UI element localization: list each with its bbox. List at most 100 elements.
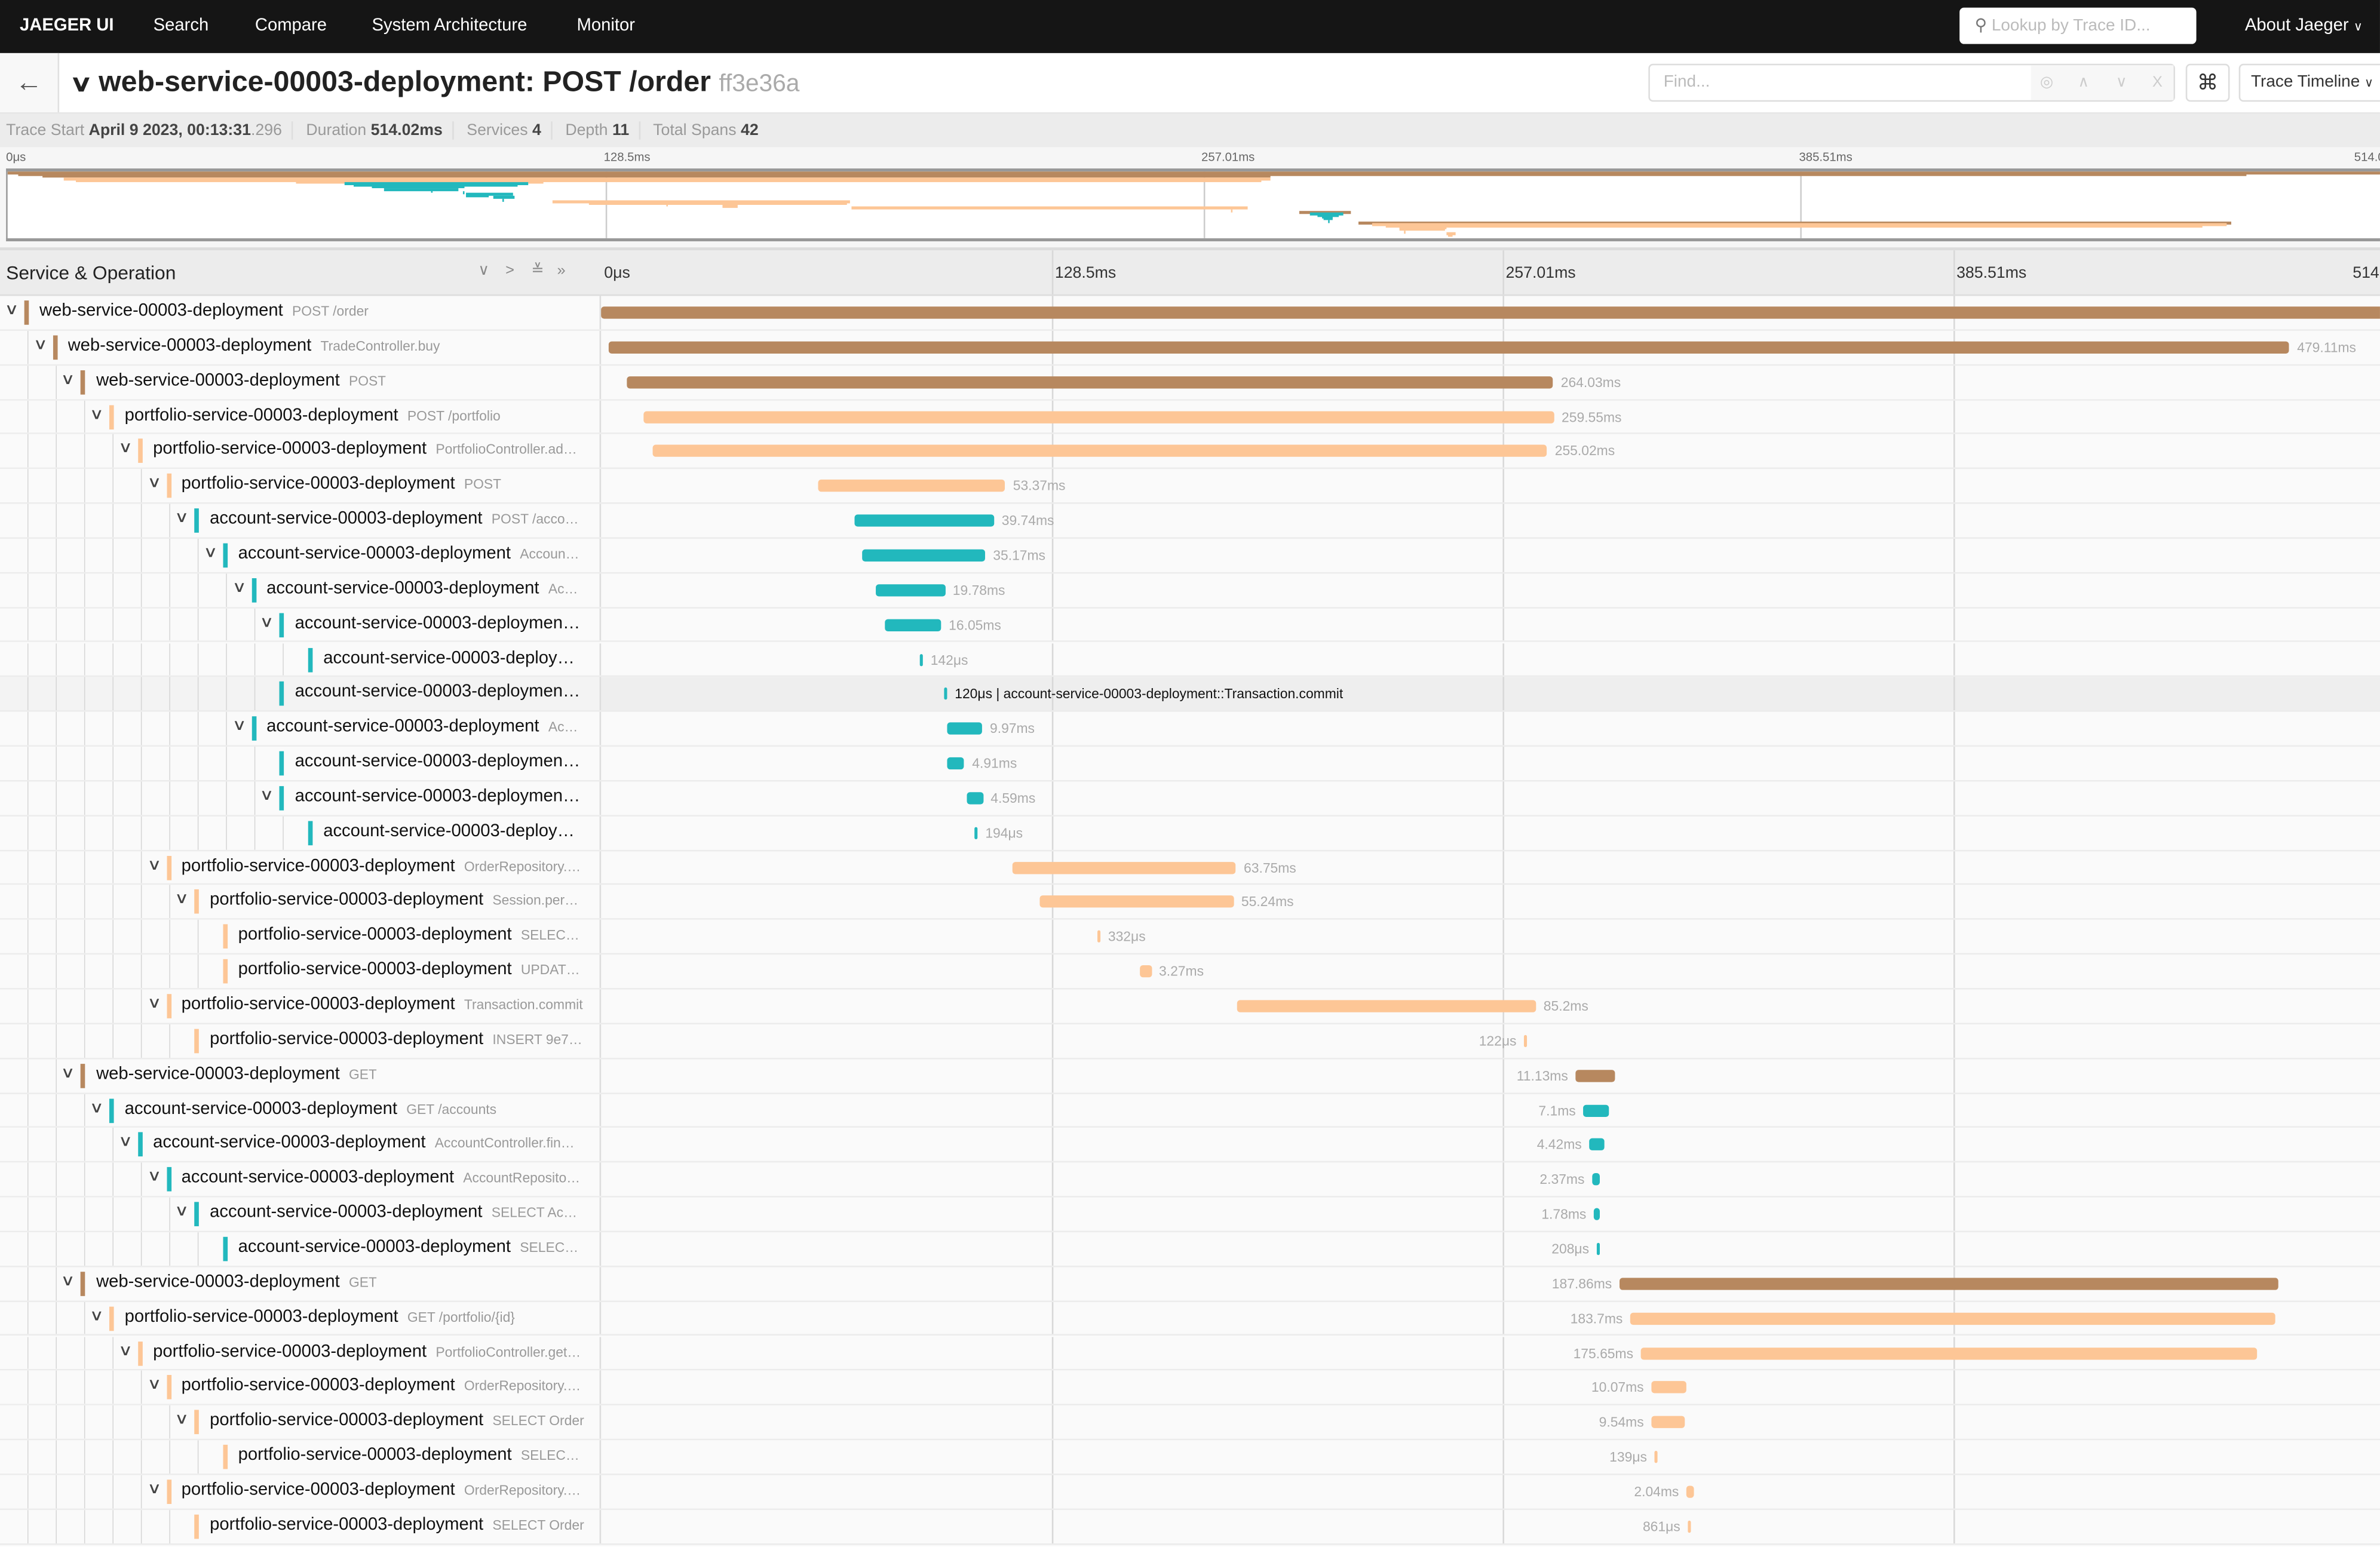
chevron-down-icon[interactable]: ∨ bbox=[231, 718, 246, 735]
span-row[interactable]: ∨ portfolio-service-00003-deployment POST 5… bbox=[0, 469, 2380, 504]
chevron-down-icon[interactable]: ∨ bbox=[146, 857, 161, 874]
span-bar[interactable] bbox=[885, 618, 941, 631]
span-bar[interactable] bbox=[1640, 1346, 2258, 1359]
span-row[interactable]: portfolio-service-00003-deployment SELEC…… bbox=[0, 920, 2380, 955]
span-row[interactable]: ∨ account-service-00003-deploymen… 4.59ms bbox=[0, 781, 2380, 817]
chevron-down-icon[interactable]: ∨ bbox=[61, 1064, 76, 1082]
chevron-down-icon[interactable]: ∨ bbox=[4, 302, 19, 319]
span-row[interactable]: ∨ account-service-00003-deployment Account… bbox=[0, 1128, 2380, 1163]
span-name-cell[interactable]: ∨ portfolio-service-00003-deployment POST … bbox=[0, 400, 602, 434]
span-bar[interactable] bbox=[601, 306, 2380, 319]
chevron-down-icon[interactable]: ∨ bbox=[146, 1377, 161, 1394]
span-row[interactable]: ∨ web-service-00003-deployment POST 264.03m… bbox=[0, 365, 2380, 400]
span-bar[interactable] bbox=[967, 792, 983, 805]
span-row[interactable]: ∨ account-service-00003-deployment SELECT … bbox=[0, 1197, 2380, 1232]
span-bar[interactable] bbox=[1592, 1173, 1600, 1186]
expand-all-icon[interactable]: » bbox=[557, 262, 566, 280]
chevron-down-icon[interactable]: ∨ bbox=[61, 371, 76, 388]
span-name-cell[interactable]: account-service-00003-deploymen… bbox=[0, 747, 602, 780]
span-row[interactable]: ∨ account-service-00003-deployment Ac… 9.97… bbox=[0, 712, 2380, 747]
span-bar[interactable] bbox=[1524, 1035, 1528, 1047]
chevron-down-icon[interactable]: ∨ bbox=[89, 406, 105, 423]
locate-icon[interactable]: ◎ bbox=[2039, 74, 2054, 91]
span-row[interactable]: portfolio-service-00003-deployment SELEC…… bbox=[0, 1440, 2380, 1475]
span-name-cell[interactable]: portfolio-service-00003-deployment INSERT… bbox=[0, 1024, 602, 1058]
span-row[interactable]: portfolio-service-00003-deployment SELECT… bbox=[0, 1509, 2380, 1545]
span-bar[interactable] bbox=[1575, 1069, 1615, 1082]
minimap-canvas[interactable] bbox=[6, 168, 2380, 241]
span-name-cell[interactable]: ∨ account-service-00003-deployment SELECT … bbox=[0, 1197, 602, 1231]
span-row[interactable]: ∨ portfolio-service-00003-deployment Order… bbox=[0, 1371, 2380, 1406]
span-row[interactable]: portfolio-service-00003-deployment INSERT… bbox=[0, 1024, 2380, 1059]
span-row[interactable]: ∨ web-service-00003-deployment POST /order bbox=[0, 296, 2380, 331]
chevron-down-icon[interactable]: ∨ bbox=[118, 1342, 133, 1359]
span-row[interactable]: ∨ portfolio-service-00003-deployment Order… bbox=[0, 851, 2380, 886]
view-select[interactable]: Trace Timeline ∨ bbox=[2238, 63, 2380, 102]
keyboard-shortcuts-button[interactable]: ⌘ bbox=[2185, 63, 2230, 102]
span-bar[interactable] bbox=[947, 757, 965, 770]
span-row[interactable]: ∨ web-service-00003-deployment TradeContro… bbox=[0, 330, 2380, 366]
span-bar[interactable] bbox=[1688, 1520, 1691, 1533]
span-row[interactable]: ∨ account-service-00003-deployment Account… bbox=[0, 1162, 2380, 1198]
chevron-down-icon[interactable]: ∨ bbox=[174, 1411, 189, 1429]
span-bar[interactable] bbox=[944, 687, 947, 701]
span-name-cell[interactable]: ∨ web-service-00003-deployment POST bbox=[0, 365, 602, 399]
span-row[interactable]: account-service-00003-deploy… 194μs bbox=[0, 816, 2380, 851]
chevron-down-icon[interactable]: ∨ bbox=[259, 614, 275, 631]
span-bar[interactable] bbox=[1651, 1382, 1687, 1394]
chevron-down-icon[interactable]: ∨ bbox=[259, 787, 275, 805]
span-row[interactable]: account-service-00003-deploymen… 4.91ms bbox=[0, 747, 2380, 782]
about-jaeger-menu[interactable]: About Jaeger ∨ bbox=[2245, 17, 2363, 35]
span-bar[interactable] bbox=[1583, 1104, 1609, 1116]
nav-system-architecture[interactable]: System Architecture bbox=[372, 16, 527, 35]
span-name-cell[interactable]: ∨ web-service-00003-deployment GET bbox=[0, 1058, 602, 1092]
span-row[interactable]: ∨ portfolio-service-00003-deployment Sessi… bbox=[0, 885, 2380, 920]
span-bar[interactable] bbox=[1237, 1000, 1536, 1012]
span-name-cell[interactable]: ∨ account-service-00003-deployment POST /a… bbox=[0, 504, 602, 538]
chevron-down-icon[interactable]: ∨ bbox=[203, 544, 218, 561]
chevron-down-icon[interactable]: ∨ bbox=[146, 1169, 161, 1186]
span-bar[interactable] bbox=[1012, 861, 1237, 874]
span-bar[interactable] bbox=[1593, 1208, 1600, 1221]
span-name-cell[interactable]: ∨ portfolio-service-00003-deployment Order… bbox=[0, 851, 602, 884]
span-bar[interactable] bbox=[1651, 1416, 1685, 1429]
span-name-cell[interactable]: ∨ account-service-00003-deployment Account… bbox=[0, 1128, 602, 1162]
span-row[interactable]: ∨ web-service-00003-deployment GET 187.86ms bbox=[0, 1267, 2380, 1302]
span-name-cell[interactable]: account-service-00003-deploy… bbox=[0, 643, 602, 676]
span-name-cell[interactable]: account-service-00003-deployment SELEC… bbox=[0, 1232, 602, 1266]
chevron-down-icon[interactable]: ∨ bbox=[146, 1481, 161, 1498]
chevron-down-icon[interactable]: ∨ bbox=[61, 1273, 76, 1290]
span-name-cell[interactable]: account-service-00003-deploy… bbox=[0, 816, 602, 849]
span-bar[interactable] bbox=[1039, 896, 1234, 908]
span-row[interactable]: ∨ portfolio-service-00003-deployment Order… bbox=[0, 1475, 2380, 1510]
span-bar[interactable] bbox=[1654, 1451, 1658, 1463]
nav-monitor[interactable]: Monitor bbox=[576, 16, 635, 35]
span-name-cell[interactable]: portfolio-service-00003-deployment UPDAT… bbox=[0, 954, 602, 989]
span-row[interactable]: ∨ web-service-00003-deployment GET 11.13ms bbox=[0, 1058, 2380, 1094]
span-row[interactable]: account-service-00003-deployment SELEC… 20… bbox=[0, 1232, 2380, 1267]
span-bar[interactable] bbox=[919, 653, 924, 666]
span-row[interactable]: ∨ portfolio-service-00003-deployment Portf… bbox=[0, 1336, 2380, 1371]
span-name-cell[interactable]: ∨ web-service-00003-deployment POST /order bbox=[0, 296, 602, 329]
span-bar[interactable] bbox=[875, 584, 946, 597]
span-row[interactable]: ∨ account-service-00003-deployment Ac… 19.7… bbox=[0, 573, 2380, 608]
span-name-cell[interactable]: ∨ account-service-00003-deploymen… bbox=[0, 781, 602, 815]
span-name-cell[interactable]: ∨ account-service-00003-deployment Ac… bbox=[0, 573, 602, 607]
trace-title[interactable]: ∨ web-service-00003-deployment: POST /ord… bbox=[69, 67, 799, 100]
span-name-cell[interactable]: ∨ account-service-00003-deployment Account… bbox=[0, 1162, 602, 1196]
chevron-down-icon[interactable]: ∨ bbox=[146, 475, 161, 492]
span-row[interactable]: ∨ portfolio-service-00003-deployment Portf… bbox=[0, 434, 2380, 469]
expand-one-icon[interactable]: > bbox=[505, 262, 514, 280]
chevron-down-icon[interactable]: ∨ bbox=[231, 579, 246, 597]
span-bar[interactable] bbox=[1686, 1485, 1694, 1498]
span-name-cell[interactable]: ∨ account-service-00003-deploymen… bbox=[0, 607, 602, 641]
chevron-down-icon[interactable]: ∨ bbox=[174, 509, 189, 527]
span-name-cell[interactable]: ∨ account-service-00003-deployment GET /ac… bbox=[0, 1093, 602, 1127]
chevron-down-icon[interactable]: ∨ bbox=[146, 995, 161, 1012]
span-name-cell[interactable]: portfolio-service-00003-deployment SELECT… bbox=[0, 1509, 602, 1543]
span-name-cell[interactable]: portfolio-service-00003-deployment SELEC… bbox=[0, 1440, 602, 1474]
span-name-cell[interactable]: ∨ web-service-00003-deployment GET bbox=[0, 1267, 602, 1300]
span-row[interactable]: ∨ account-service-00003-deployment Accoun…… bbox=[0, 538, 2380, 573]
chevron-down-icon[interactable]: ∨ bbox=[174, 1204, 189, 1221]
span-bar[interactable] bbox=[1589, 1138, 1605, 1151]
